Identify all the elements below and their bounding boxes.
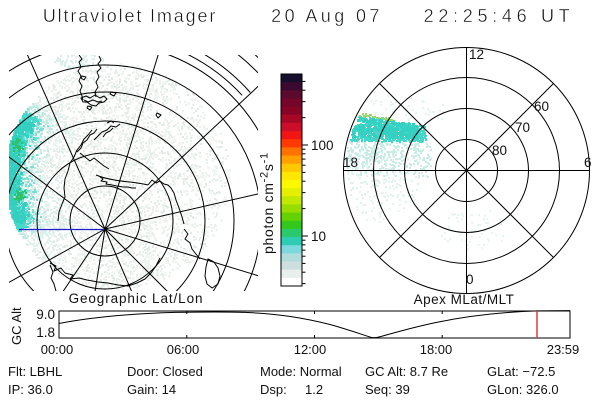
svg-text:00:00: 00:00 [41,342,74,357]
svg-text:12: 12 [469,47,484,62]
svg-text:Door: Closed: Door: Closed [127,364,203,379]
svg-text:Mode: Normal: Mode: Normal [260,364,342,379]
svg-text:20 Aug 07: 20 Aug 07 [271,6,383,26]
svg-text:GC Alt: GC Alt [9,307,24,345]
svg-text:6: 6 [584,155,592,170]
svg-text:22:25:46 UT: 22:25:46 UT [424,6,575,26]
svg-text:60: 60 [534,99,549,114]
svg-text:1.2: 1.2 [305,382,323,397]
svg-text:10: 10 [311,229,326,244]
svg-text:Apex MLat/MLT: Apex MLat/MLT [414,292,515,307]
svg-text:Geographic Lat/Lon: Geographic Lat/Lon [69,291,204,306]
svg-text:1.8: 1.8 [36,325,55,340]
svg-text:Ultraviolet Imager: Ultraviolet Imager [43,6,217,26]
svg-text:06:00: 06:00 [167,342,200,357]
svg-text:18: 18 [343,155,358,170]
svg-text:0: 0 [466,272,474,287]
svg-text:70: 70 [515,120,530,135]
svg-text:18:00: 18:00 [420,342,453,357]
svg-text:Dsp:: Dsp: [260,382,287,397]
svg-text:IP: 36.0: IP: 36.0 [8,382,53,397]
svg-text:GLon: 326.0: GLon: 326.0 [487,382,559,397]
svg-text:GLat: −72.5: GLat: −72.5 [487,364,555,379]
svg-text:photon cm-2s-1: photon cm-2s-1 [259,152,277,254]
svg-text:23:59: 23:59 [547,342,580,357]
svg-text:GC Alt: 8.7 Re: GC Alt: 8.7 Re [365,364,448,379]
svg-text:100: 100 [311,138,334,153]
svg-text:9.0: 9.0 [36,307,55,322]
svg-text:80: 80 [492,143,507,158]
svg-text:Seq: 39: Seq: 39 [365,382,410,397]
svg-text:12:00: 12:00 [294,342,327,357]
svg-text:Flt: LBHL: Flt: LBHL [8,364,62,379]
svg-text:Gain: 14: Gain: 14 [127,382,176,397]
